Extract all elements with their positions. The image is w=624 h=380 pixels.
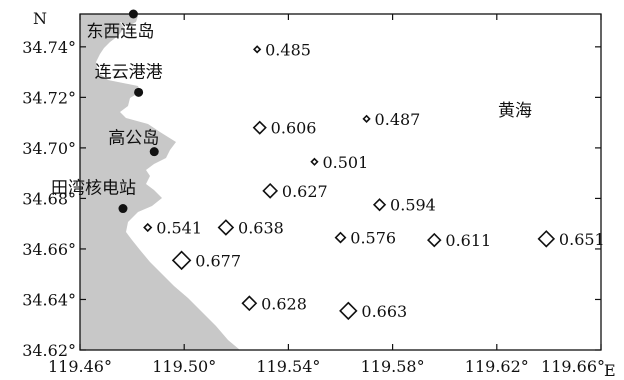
place-label: 高公岛	[108, 129, 159, 149]
y-tick-label: 34.66°	[22, 240, 76, 259]
x-axis-labels: 119.46° 119.50° 119.54° 119.58° 119.62° 119.6…	[48, 357, 605, 376]
place-dot	[118, 204, 128, 214]
station-diamond	[241, 295, 258, 312]
station-diamond	[143, 222, 153, 233]
station-value-label: 0.501	[322, 153, 368, 172]
station-diamond	[537, 230, 556, 248]
x-tick-label: 119.46°	[48, 357, 112, 376]
station-diamond	[427, 232, 442, 248]
station-value-label: 0.677	[195, 251, 241, 270]
x-tick-label: 119.54°	[256, 357, 320, 376]
station-value-label: 0.576	[350, 229, 396, 248]
station-value-label: 0.611	[445, 231, 491, 250]
station-value-label: 0.628	[261, 294, 307, 313]
station-diamond	[372, 198, 387, 212]
station-value-label: 0.663	[361, 302, 407, 321]
station-diamond	[334, 231, 347, 244]
place-label: 连云港港	[95, 62, 163, 82]
y-tick-label: 34.62°	[22, 341, 76, 360]
x-tick-label: 119.62°	[465, 357, 529, 376]
station-diamond	[339, 301, 358, 321]
y-tick-label: 34.68°	[22, 189, 76, 208]
station-diamond	[310, 157, 319, 166]
station-diamond	[262, 182, 279, 199]
x-tick-label: 119.66°	[541, 357, 605, 376]
station-value-label: 0.638	[238, 218, 284, 237]
station-value-label: 0.541	[156, 218, 202, 237]
y-axis-labels: 34.74° 34.72° 34.70° 34.68° 34.66° 34.64° 34.6…	[22, 38, 76, 360]
station-value-label: 0.487	[375, 110, 421, 129]
y-tick-label: 34.70°	[22, 139, 76, 158]
y-tick-label: 34.72°	[22, 88, 76, 107]
east-label: E	[604, 361, 616, 380]
station-value-label: 0.627	[282, 182, 328, 201]
place-dot	[134, 87, 144, 97]
station-value-label: 0.651	[559, 230, 605, 249]
sea-label: 黄海	[498, 101, 532, 121]
y-tick-label: 34.74°	[22, 38, 76, 57]
station-value-label: 0.606	[271, 119, 317, 138]
place-dot	[149, 147, 159, 157]
station-value-label: 0.594	[390, 196, 436, 215]
station-diamond	[171, 250, 192, 271]
axis-ticks	[79, 14, 602, 351]
map-frame	[79, 13, 602, 351]
y-tick-label: 34.64°	[22, 290, 76, 309]
north-label: N	[33, 9, 47, 28]
x-tick-label: 119.58°	[361, 357, 425, 376]
station-markers: 0.485 0.606 0.487 0.501 0.627 0.594 0.541 0.638…	[143, 40, 605, 321]
island-land	[118, 16, 138, 26]
coastline-land	[80, 14, 240, 350]
place-dot	[128, 9, 138, 19]
place-label: 田湾核电站	[51, 179, 136, 199]
station-value-label: 0.485	[265, 40, 311, 59]
x-tick-label: 119.50°	[152, 357, 216, 376]
station-diamond	[362, 114, 371, 123]
station-diamond	[217, 219, 235, 236]
place-label: 东西连岛	[86, 22, 154, 42]
station-diamond	[253, 45, 262, 54]
station-diamond	[252, 120, 267, 135]
